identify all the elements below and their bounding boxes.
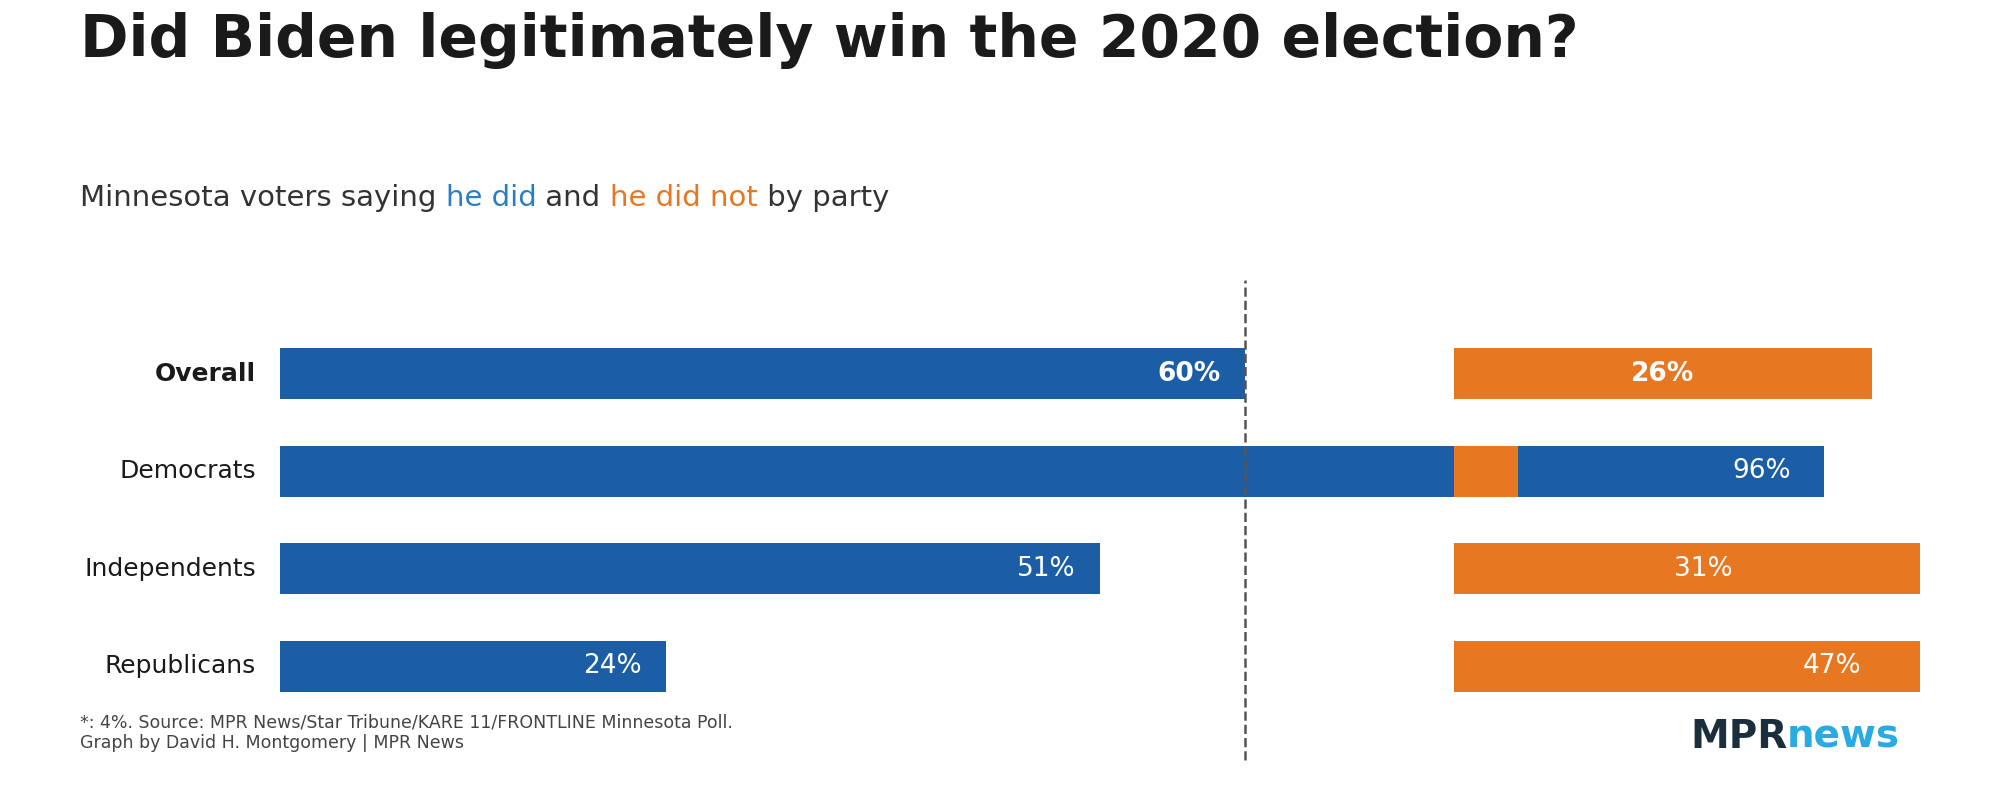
Text: 24%: 24% <box>584 654 642 679</box>
Text: 51%: 51% <box>1018 556 1076 582</box>
Text: Overall: Overall <box>154 362 256 386</box>
Text: Democrats: Democrats <box>120 459 256 483</box>
Bar <box>1454 641 2000 692</box>
Bar <box>1454 348 1872 399</box>
Text: 31%: 31% <box>1674 556 1732 582</box>
Text: 26%: 26% <box>1632 361 1694 386</box>
Text: he did not: he did not <box>610 184 758 212</box>
Bar <box>280 543 1100 594</box>
Text: Independents: Independents <box>84 557 256 581</box>
Text: MPR: MPR <box>1690 718 1788 756</box>
Bar <box>1454 543 1952 594</box>
Text: 47%: 47% <box>1802 654 1860 679</box>
Bar <box>280 641 666 692</box>
Text: 96%: 96% <box>1732 458 1792 484</box>
Text: by party: by party <box>758 184 888 212</box>
Text: he did: he did <box>446 184 536 212</box>
Text: *: 4%. Source: MPR News/Star Tribune/KARE 11/FRONTLINE Minnesota Poll.
Graph by : *: 4%. Source: MPR News/Star Tribune/KAR… <box>80 714 732 752</box>
Text: Did Biden legitimately win the 2020 election?: Did Biden legitimately win the 2020 elec… <box>80 12 1578 69</box>
Bar <box>1454 446 1518 497</box>
Text: *: * <box>1534 458 1550 486</box>
Text: Minnesota voters saying: Minnesota voters saying <box>80 184 446 212</box>
Text: 60%: 60% <box>1158 361 1220 386</box>
Text: and: and <box>536 184 610 212</box>
Text: Republicans: Republicans <box>104 654 256 678</box>
Text: news: news <box>1788 718 1900 756</box>
Bar <box>280 348 1244 399</box>
Bar <box>280 446 1824 497</box>
